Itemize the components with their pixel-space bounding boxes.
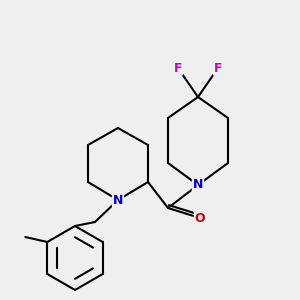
Text: N: N <box>193 178 203 191</box>
Text: F: F <box>214 61 222 74</box>
Text: F: F <box>174 61 182 74</box>
Text: O: O <box>195 212 205 224</box>
Text: N: N <box>113 194 123 206</box>
